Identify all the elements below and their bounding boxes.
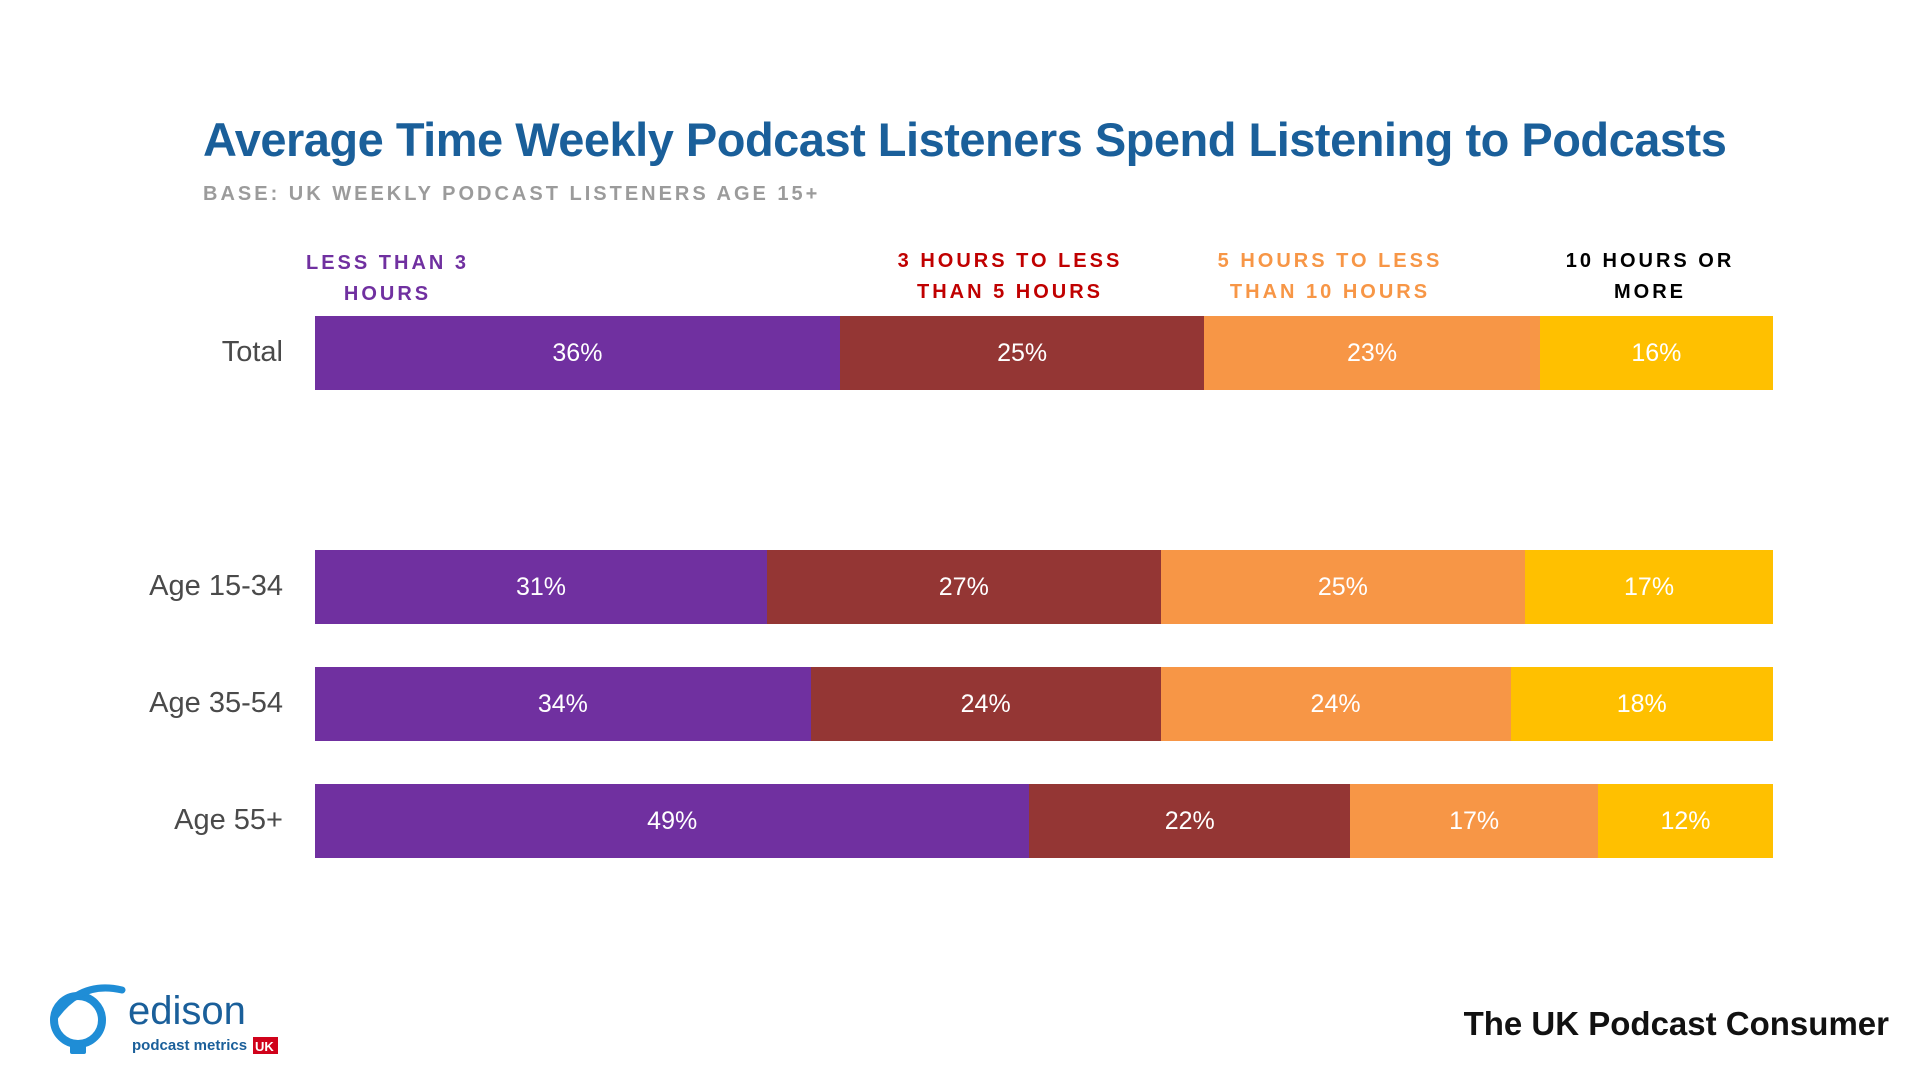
bar-row-age-55-plus: 49% 22% 17% 12%: [315, 784, 1773, 858]
legend-label-text: 3 HOURS TO LESS THAN 5 HOURS: [897, 250, 1123, 303]
logo-subtext: podcast metrics: [132, 1037, 247, 1054]
logo-badge-text: UK: [255, 1039, 274, 1054]
data-label: 31%: [515, 572, 566, 601]
bar-segment: 24%: [810, 667, 1161, 741]
legend-label-text: 5 HOURS TO LESS THAN 10 HOURS: [1217, 250, 1443, 303]
data-label: 25%: [997, 338, 1048, 367]
data-label: 27%: [938, 572, 989, 601]
bar-segment: 36%: [315, 316, 840, 390]
bar-row-age-15-34: 31% 27% 25% 17%: [315, 550, 1773, 624]
bar-row-total: 36% 25% 23% 16%: [315, 316, 1773, 390]
data-label: 17%: [1624, 572, 1675, 601]
bar-segment: 49%: [315, 784, 1030, 858]
data-label: 22%: [1164, 806, 1215, 835]
logo-wordmark: edison: [128, 989, 246, 1033]
legend-item-5-to-10-hours: 5 HOURS TO LESS THAN 10 HOURS: [1200, 246, 1460, 308]
data-label: 17%: [1449, 806, 1500, 835]
bar-segment: 22%: [1029, 784, 1351, 858]
logo-base-icon: [70, 1044, 86, 1054]
legend-item-less-than-3-hours: LESS THAN 3 HOURS: [280, 248, 495, 310]
bar-segment: 12%: [1598, 784, 1773, 858]
bar-segment: 17%: [1525, 550, 1773, 624]
row-label-total: Total: [221, 336, 283, 368]
bar-segment: 23%: [1204, 316, 1540, 390]
data-label: 16%: [1631, 338, 1682, 367]
bar-segment: 31%: [315, 550, 767, 624]
logo-badge-bg: [253, 1037, 278, 1054]
bar-segment: 34%: [315, 667, 811, 741]
row-label-age-55-plus: Age 55+: [174, 804, 283, 836]
legend-label-text: LESS THAN 3 HOURS: [305, 252, 470, 305]
data-label: 36%: [552, 338, 603, 367]
data-label: 24%: [960, 689, 1011, 718]
data-label: 18%: [1616, 689, 1667, 718]
data-label: 12%: [1660, 806, 1711, 835]
legend-item-10-or-more-hours: 10 HOURS OR MORE: [1560, 246, 1740, 308]
chart-subtitle: BASE: UK WEEKLY PODCAST LISTENERS AGE 15…: [203, 183, 821, 205]
data-label: 23%: [1347, 338, 1398, 367]
row-label-age-15-34: Age 15-34: [149, 570, 283, 602]
bar-segment: 16%: [1539, 316, 1773, 390]
data-label: 49%: [647, 806, 698, 835]
data-label: 34%: [537, 689, 588, 718]
logo-swoosh-icon: [50, 984, 126, 1022]
footer-brand: The UK Podcast Consumer: [1463, 1005, 1889, 1042]
data-label: 25%: [1317, 572, 1368, 601]
edison-logo: edison podcast metrics UK: [50, 984, 278, 1054]
bar-segment: 18%: [1510, 667, 1773, 741]
legend-item-3-to-5-hours: 3 HOURS TO LESS THAN 5 HOURS: [880, 246, 1140, 308]
bar-row-age-35-54: 34% 24% 24% 18%: [315, 667, 1773, 741]
logo-bulb-icon: [50, 992, 106, 1048]
bar-segment: 27%: [766, 550, 1161, 624]
row-label-age-35-54: Age 35-54: [149, 687, 283, 719]
data-label: 24%: [1310, 689, 1361, 718]
bar-segment: 17%: [1350, 784, 1599, 858]
bar-segment: 24%: [1160, 667, 1511, 741]
legend-label-text: 10 HOURS OR MORE: [1565, 250, 1735, 303]
bar-segment: 25%: [839, 316, 1205, 390]
bar-segment: 25%: [1160, 550, 1526, 624]
chart-title: Average Time Weekly Podcast Listeners Sp…: [203, 113, 1727, 166]
